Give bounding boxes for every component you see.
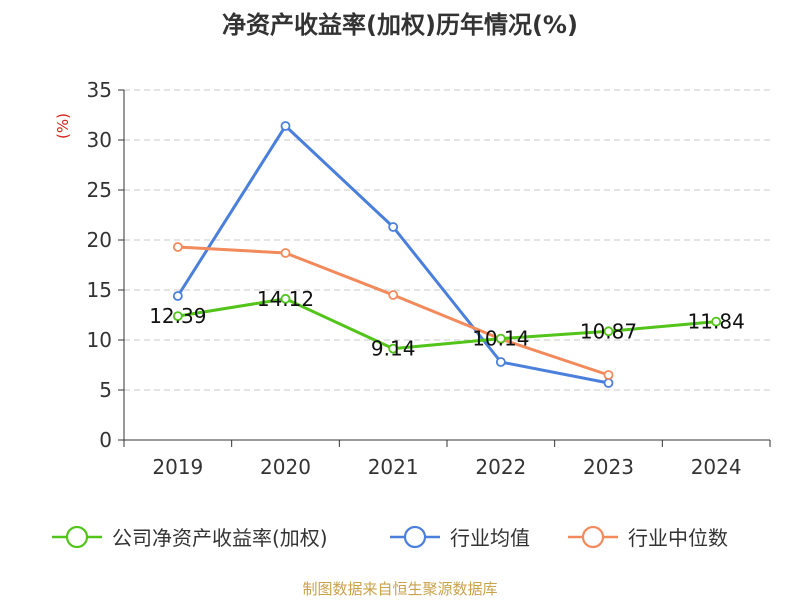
data-point <box>172 311 183 322</box>
data-label: 11.84 <box>688 310 745 334</box>
x-tick-label: 2020 <box>260 455 311 479</box>
chart-title: 净资产收益率(加权)历年情况(%) <box>222 11 578 39</box>
data-point <box>280 248 291 258</box>
legend-swatch-marker <box>581 525 605 549</box>
y-tick-label: 10 <box>87 328 112 352</box>
data-point <box>280 121 291 131</box>
data-label: 14.12 <box>257 287 314 311</box>
y-tick-label: 15 <box>87 278 112 302</box>
legend-label: 公司净资产收益率(加权) <box>112 526 328 550</box>
data-point <box>603 326 614 337</box>
y-tick-label: 20 <box>87 228 112 252</box>
data-point <box>603 370 614 380</box>
y-tick-label: 30 <box>87 128 112 152</box>
x-tick-label: 2019 <box>152 455 203 479</box>
gridlines <box>124 89 770 391</box>
y-axis-unit-label: (%) <box>54 113 72 139</box>
data-point <box>388 222 399 232</box>
x-tick-label: 2022 <box>475 455 526 479</box>
data-point <box>388 343 399 354</box>
legend-swatch-marker <box>403 525 427 549</box>
x-tick-label: 2024 <box>691 455 742 479</box>
data-point <box>172 242 183 252</box>
data-label: 10.87 <box>580 319 637 343</box>
series-lines <box>172 121 722 388</box>
data-point <box>172 291 183 301</box>
data-point <box>388 290 399 300</box>
data-label: 12.39 <box>149 304 206 328</box>
legend[interactable]: 公司净资产收益率(加权) 行业均值 行业中位数 <box>52 525 728 550</box>
data-point <box>711 316 722 327</box>
y-tick-label: 0 <box>99 428 112 452</box>
legend-label: 行业中位数 <box>628 526 728 550</box>
data-point <box>495 357 506 367</box>
x-tick-label: 2021 <box>368 455 419 479</box>
legend-item-2[interactable]: 行业中位数 <box>568 525 728 550</box>
legend-item-1[interactable]: 行业均值 <box>390 525 530 550</box>
source-note: 制图数据来自恒生聚源数据库 <box>302 580 497 598</box>
data-label: 10.14 <box>472 327 529 351</box>
y-tick-label: 5 <box>99 378 112 402</box>
data-labels: 12.39 14.12 9.14 10.14 10.87 11.84 <box>149 287 745 361</box>
data-label: 9.14 <box>371 337 416 361</box>
series-line-0 <box>177 297 717 351</box>
data-point <box>603 378 614 388</box>
y-tick-label: 25 <box>87 178 112 202</box>
y-tick-label: 35 <box>87 78 112 102</box>
x-tick-label: 2023 <box>583 455 634 479</box>
legend-item-0[interactable]: 公司净资产收益率(加权) <box>52 525 328 550</box>
legend-swatch-marker <box>65 525 89 549</box>
data-point <box>495 333 506 344</box>
data-point <box>280 293 291 304</box>
axes: 0 5 10 15 20 25 30 35 2019 2020 2021 2022 2023 2024 <box>87 78 771 479</box>
legend-label: 行业均值 <box>450 526 530 550</box>
